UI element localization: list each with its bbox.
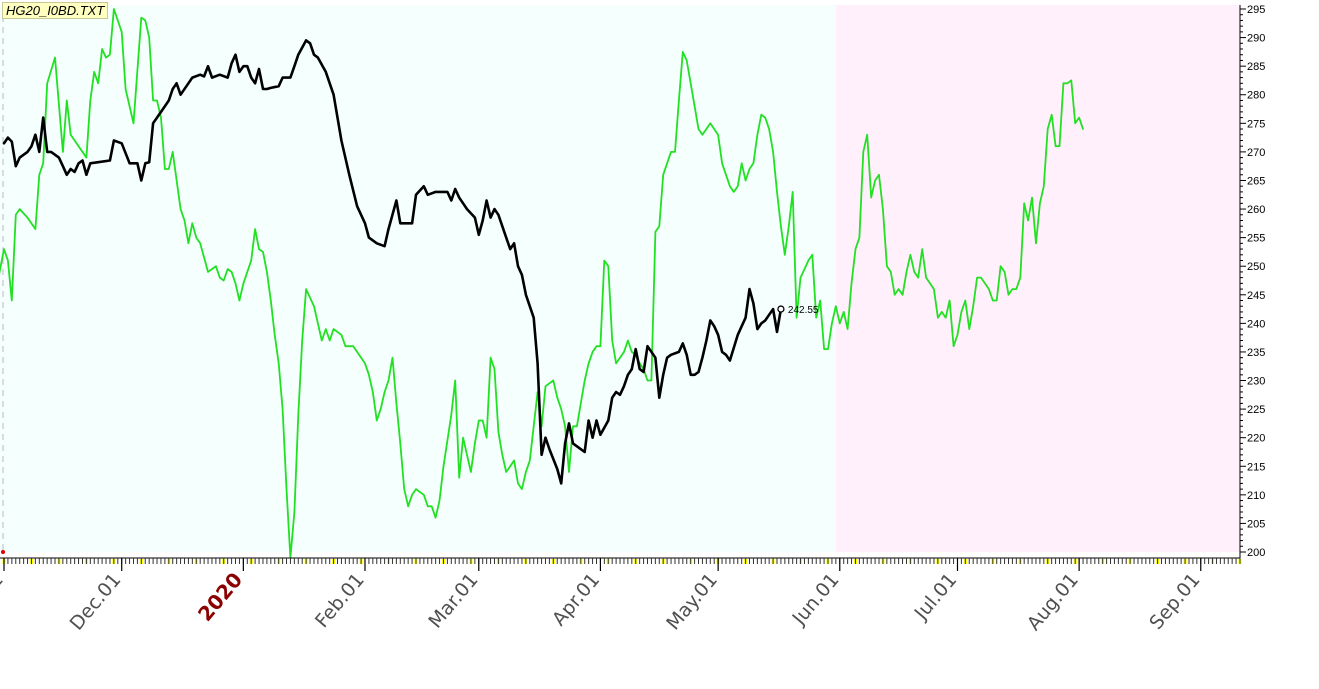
x-year-label: 2020 [193,568,247,626]
x-month-label: Aug.01 [1023,569,1083,635]
y-tick-label: 265 [1247,175,1265,187]
y-tick-label: 205 [1247,518,1265,530]
x-month-label: Sep.01 [1145,569,1204,634]
y-tick-label: 240 [1247,318,1265,330]
x-month-label: Feb.01 [311,569,369,632]
comparison-series-line [0,8,1084,559]
x-month-label: May.01 [662,569,722,634]
y-tick-label: 270 [1247,147,1265,159]
ticker-label: HG20_I0BD.TXT [2,2,109,19]
y-axis: 295 290 285 280 275 270 265 260 255 250 245 240 235 2… [1239,4,1265,559]
x-month-label: Nov.01 [0,569,8,634]
y-tick-label: 210 [1247,490,1265,502]
forecast-background [835,5,1240,552]
plot-backgrounds [0,5,1240,552]
history-background [0,5,836,552]
y-tick-label: 295 [1247,4,1265,16]
y-tick-label: 290 [1247,33,1265,45]
x-month-label: Jun.01 [788,569,844,630]
x-month-label: Dec.01 [66,569,126,634]
price-series-line [2,39,783,485]
x-month-label: Jul.01 [910,569,962,625]
y-tick-label: 275 [1247,118,1265,130]
y-tick-label: 250 [1247,261,1265,273]
y-tick-label: 220 [1247,433,1265,445]
origin-marker [1,550,5,554]
y-tick-label: 200 [1247,547,1265,559]
y-tick-label: 230 [1247,376,1265,388]
x-axis: Nov.01 Dec.01 2020 Feb.01 Mar.01 Apr.01 May.01… [0,550,1242,635]
last-value-marker: 242.55 [777,305,819,316]
y-tick-label: 260 [1247,204,1265,216]
x-month-label: Apr.01 [548,569,604,630]
y-tick-label: 255 [1247,233,1265,245]
y-tick-label: 215 [1247,461,1265,473]
x-month-label: Mar.01 [424,569,482,632]
y-tick-label: 285 [1247,61,1265,73]
y-tick-label: 235 [1247,347,1265,359]
y-tick-label: 225 [1247,404,1265,416]
last-value-label: 242.55 [788,305,819,316]
y-tick-label: 245 [1247,290,1265,302]
last-value-circle [777,305,785,313]
series-layer [0,8,1084,559]
y-tick-label: 280 [1247,90,1265,102]
